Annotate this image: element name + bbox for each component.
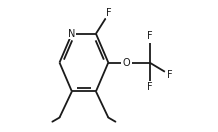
Text: F: F	[167, 70, 173, 80]
Text: F: F	[147, 82, 152, 92]
Text: F: F	[147, 31, 152, 41]
Text: N: N	[68, 29, 76, 39]
Text: F: F	[106, 8, 112, 18]
Text: O: O	[122, 58, 130, 68]
